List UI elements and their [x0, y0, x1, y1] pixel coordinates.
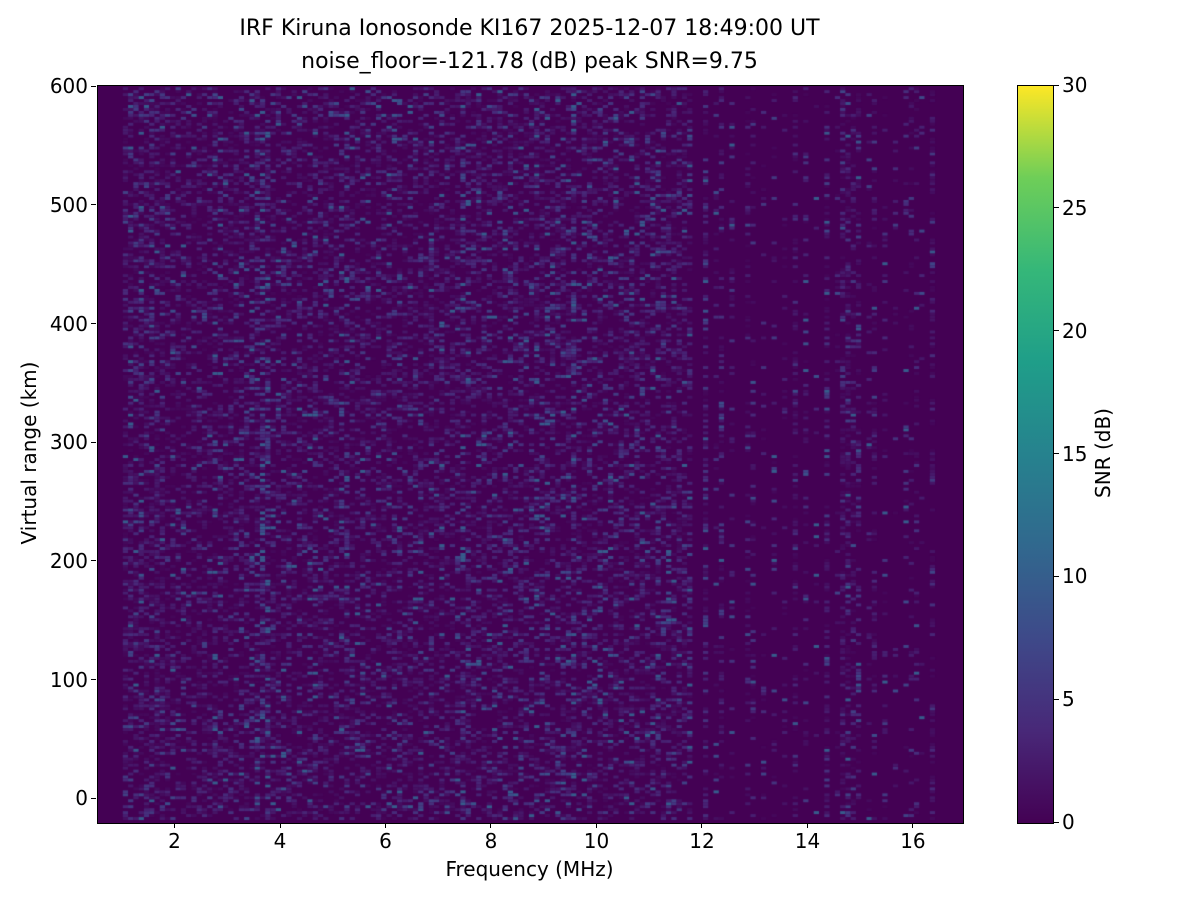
colorbar-tick-label: 10 [1062, 564, 1088, 589]
x-tick-label: 14 [794, 829, 821, 853]
x-tick-label: 16 [900, 829, 926, 853]
y-tick-label: 500 [49, 192, 88, 217]
colorbar-tick-label: 20 [1062, 318, 1088, 343]
y-tick-labels: 0 100 200 300 400 500 600 [0, 74, 88, 822]
colorbar-tick-label: 5 [1062, 687, 1075, 712]
x-tick-labels: 2 4 6 8 10 12 14 16 [97, 829, 962, 855]
x-tick-label: 2 [168, 829, 181, 853]
chart-title-line2: noise_floor=-121.78 (dB) peak SNR=9.75 [301, 49, 758, 74]
colorbar-tick-label: 30 [1062, 73, 1088, 97]
y-tick-label: 400 [49, 311, 88, 336]
colorbar-ticks [1054, 84, 1060, 823]
y-tick-label: 600 [49, 74, 88, 99]
x-tick-label: 8 [484, 829, 498, 853]
ionogram-heatmap [98, 86, 963, 823]
y-tick-label: 0 [75, 786, 88, 811]
y-axis-label: Virtual range (km) [17, 361, 41, 545]
y-tick-label: 100 [49, 667, 88, 692]
colorbar-tick-label: 0 [1062, 810, 1075, 834]
chart-title: IRF Kiruna Ionosonde KI167 2025-12-07 18… [97, 12, 962, 78]
y-tick-label: 300 [49, 430, 88, 455]
colorbar-label: SNR (dB) [1091, 408, 1115, 498]
colorbar [1017, 85, 1054, 824]
colorbar-tick-label: 15 [1062, 441, 1088, 466]
x-tick-label: 4 [273, 829, 287, 853]
colorbar-tick-labels: 0 5 10 15 20 25 30 [1062, 73, 1112, 834]
y-tick-label: 200 [49, 548, 88, 573]
chart-title-line1: IRF Kiruna Ionosonde KI167 2025-12-07 18… [239, 16, 820, 41]
colorbar-tick-label: 25 [1062, 195, 1088, 220]
x-tick-label: 10 [583, 829, 610, 853]
y-axis-ticks [91, 85, 97, 822]
x-axis-ticks [97, 823, 962, 829]
x-axis-label: Frequency (MHz) [445, 857, 614, 881]
x-tick-label: 6 [379, 829, 392, 853]
x-tick-label: 12 [689, 829, 715, 853]
plot-area [97, 85, 964, 824]
